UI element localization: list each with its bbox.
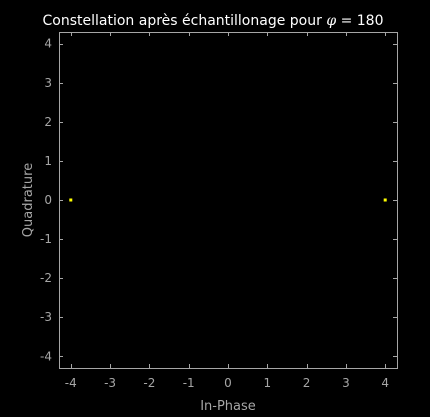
y-axis-label: Quadrature: [21, 163, 36, 237]
y-axis: -4 -3 -2 -1 0 1 2 3 4: [40, 37, 397, 363]
y-tick-label: 3: [44, 76, 52, 90]
y-tick-label: 4: [44, 37, 52, 51]
data-point: [69, 198, 73, 202]
x-tick-label: 0: [224, 376, 232, 390]
x-tick-label: -3: [104, 376, 116, 390]
x-tick-label: 1: [263, 376, 271, 390]
chart-title: Constellation après échantillonage pour …: [43, 13, 384, 29]
y-tick-label: -2: [40, 271, 52, 285]
x-axis-label: In-Phase: [200, 399, 256, 413]
y-tick-label: 2: [44, 115, 52, 129]
y-tick-label: -3: [40, 310, 52, 324]
y-tick-label: 0: [44, 193, 52, 207]
chart-title-symbol: φ: [326, 13, 336, 29]
chart-title-suffix: = 180: [336, 13, 383, 29]
y-tick-label: -1: [40, 232, 52, 246]
x-tick-label: -4: [65, 376, 77, 390]
y-tick-label: 1: [44, 154, 52, 168]
chart-title-prefix: Constellation après échantillonage pour: [43, 13, 327, 29]
x-tick-label: -2: [143, 376, 155, 390]
x-tick-label: 4: [381, 376, 389, 390]
x-axis: -4 -3 -2 -1 0 1 2 3 4: [65, 32, 389, 390]
plot-area-frame: [59, 32, 398, 369]
y-tick-label: -4: [40, 349, 52, 363]
x-tick-label: 3: [342, 376, 350, 390]
data-point: [383, 198, 387, 202]
x-tick-label: 2: [303, 376, 311, 390]
x-tick-label: -1: [183, 376, 195, 390]
data-points: [69, 198, 387, 202]
